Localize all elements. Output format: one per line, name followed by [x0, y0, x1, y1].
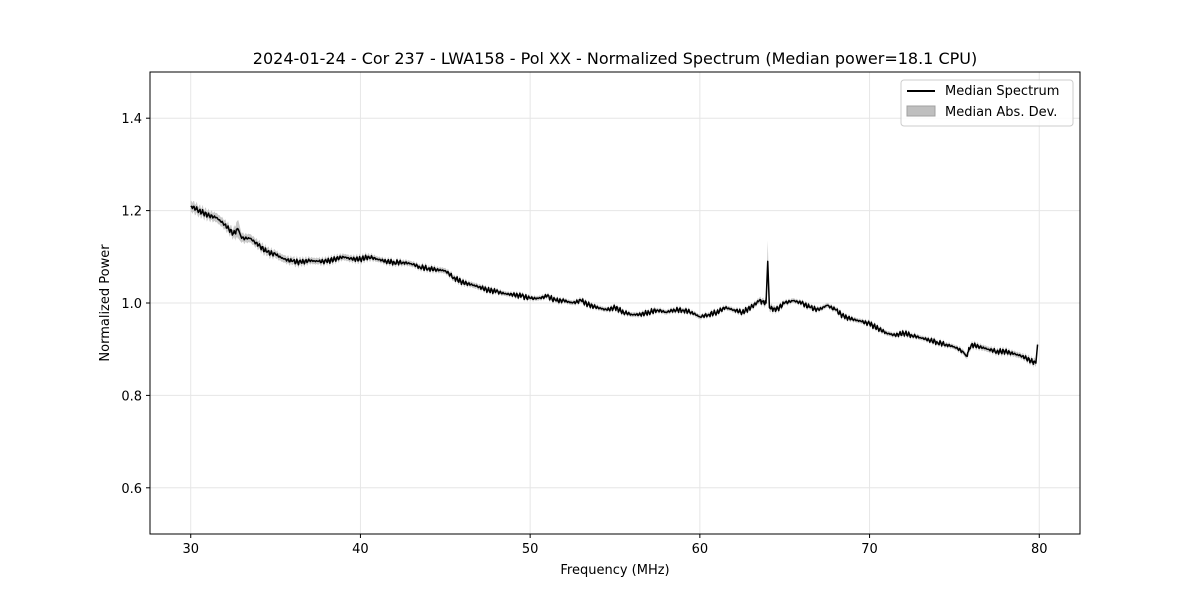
- y-tick-label: 1.2: [121, 205, 142, 220]
- x-tick-label: 40: [352, 542, 369, 557]
- chart-title: 2024-01-24 - Cor 237 - LWA158 - Pol XX -…: [253, 49, 977, 68]
- x-axis-label: Frequency (MHz): [560, 563, 669, 578]
- y-axis-label: Normalized Power: [98, 244, 113, 362]
- grid-layer: [150, 72, 1080, 534]
- y-tick-label: 1.4: [121, 112, 142, 127]
- y-tick-label: 1.0: [121, 297, 142, 312]
- x-axis-ticks: 30 40 50 60 70 80: [182, 534, 1048, 557]
- legend: Median Spectrum Median Abs. Dev.: [900, 79, 1074, 127]
- legend-box: [900, 79, 1074, 127]
- x-tick-label: 50: [522, 542, 539, 557]
- legend-label-median-spectrum: Median Spectrum: [945, 84, 1059, 99]
- band-layer: [190, 200, 1038, 368]
- x-tick-label: 80: [1031, 542, 1048, 557]
- x-tick-label: 60: [692, 542, 709, 557]
- line-layer: [190, 205, 1039, 365]
- y-axis-ticks: 0.6 0.8 1.0 1.2 1.4: [121, 112, 150, 497]
- median-spectrum-line: [190, 205, 1039, 365]
- legend-label-median-abs-dev: Median Abs. Dev.: [945, 105, 1057, 120]
- y-tick-label: 0.6: [121, 482, 142, 497]
- median-abs-dev-band: [190, 200, 1038, 368]
- x-tick-label: 30: [182, 542, 199, 557]
- y-tick-label: 0.8: [121, 389, 142, 404]
- x-tick-label: 70: [861, 542, 878, 557]
- legend-band-swatch: [906, 105, 936, 117]
